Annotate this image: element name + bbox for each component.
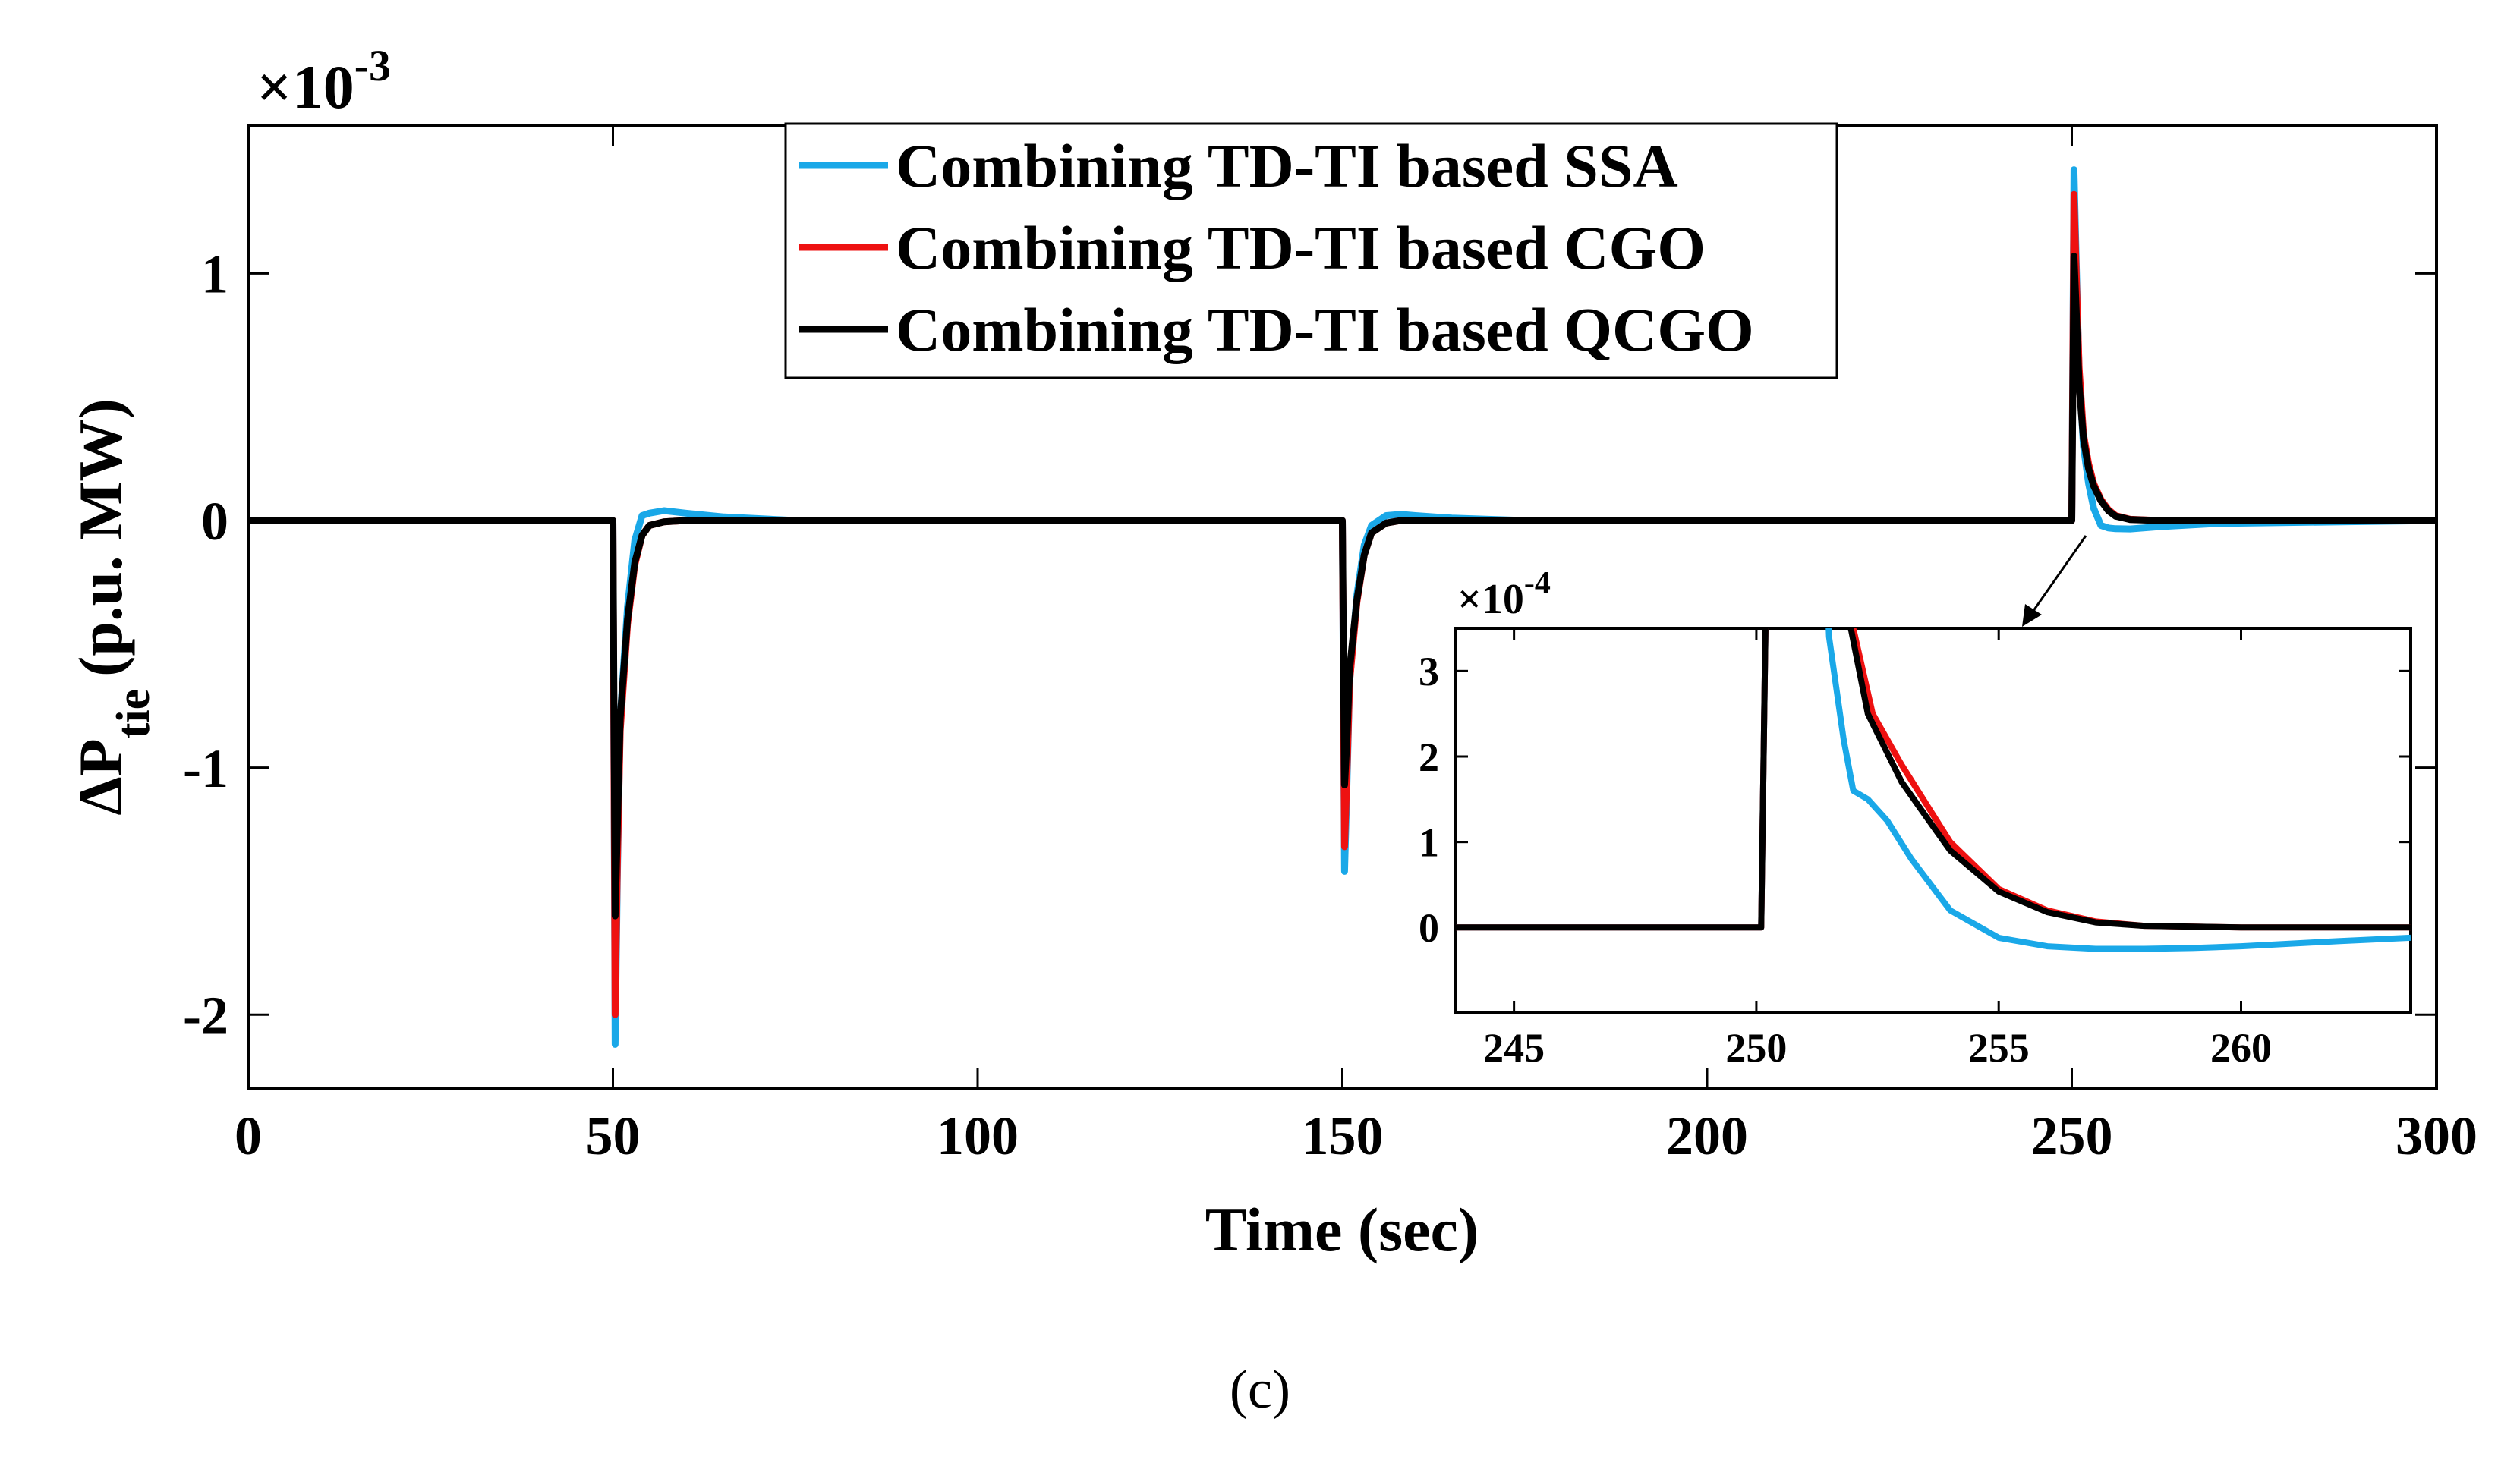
main-x-tick-label: 0 [235, 1106, 262, 1166]
inset-x-tick-label: 250 [1725, 1025, 1787, 1071]
inset-x-tick-labels: 245 250 255 260 [1483, 1025, 2272, 1071]
main-x-tick-label: 100 [937, 1106, 1019, 1166]
main-multiplier: ×10-3 [257, 41, 391, 121]
zoom-arrow [2022, 535, 2087, 627]
main-x-tick-labels: 0 50 100 150 200 250 300 [235, 1106, 2477, 1166]
inset-series [1456, 628, 2411, 952]
inset-multiplier-exponent: -4 [1524, 566, 1551, 601]
y-axis-label: ΔPtie (p.u. MW) [66, 398, 159, 816]
inset-plot: 245 250 255 260 0 1 2 3 ×10-4 [1419, 566, 2412, 1071]
legend-label-cgo: Combining TD-TI based CGO [896, 213, 1706, 282]
inset-series-qcgo-line [1456, 628, 2411, 931]
inset-y-tick-label: 1 [1419, 820, 1439, 866]
main-x-tick-label: 250 [2031, 1106, 2113, 1166]
main-x-tick-label: 150 [1302, 1106, 1384, 1166]
main-x-tick-label: 200 [1666, 1106, 1748, 1166]
y-axis-label-units: (p.u. MW) [66, 398, 135, 677]
inset-y-tick-label: 0 [1419, 905, 1439, 951]
y-axis-label-sub: tie [108, 689, 159, 738]
legend-label-ssa: Combining TD-TI based SSA [896, 131, 1678, 200]
legend-box [784, 122, 1838, 379]
inset-x-tick-label: 245 [1483, 1025, 1545, 1071]
zoom-arrow-line [2028, 535, 2087, 617]
main-x-tick-label: 300 [2396, 1106, 2477, 1166]
main-multiplier-base: ×10 [257, 52, 354, 121]
main-x-tick-label: 50 [586, 1106, 641, 1166]
inset-series-ssa-line [1456, 628, 2411, 952]
legend: Combining TD-TI based SSA Combining TD-T… [784, 122, 1838, 379]
main-y-tick-label: 1 [201, 244, 228, 305]
inset-y-tick-labels: 0 1 2 3 [1419, 649, 1439, 951]
zoom-arrow-head [2022, 604, 2042, 627]
inset-multiplier-base: ×10 [1457, 576, 1524, 623]
inset-x-tick-label: 255 [1968, 1025, 2030, 1071]
x-axis-label: Time (sec) [1205, 1195, 1479, 1264]
main-y-tick-label: -2 [183, 986, 228, 1046]
main-series [248, 166, 2437, 1048]
main-y-tick-labels: -2 -1 0 1 [183, 244, 228, 1046]
main-multiplier-exponent: -3 [354, 41, 391, 90]
figure-caption: (c) [1230, 1359, 1290, 1420]
y-axis-label-main: ΔP [66, 738, 135, 816]
main-y-tick-label: 0 [201, 491, 228, 552]
main-series-ssa-line [248, 166, 2437, 1048]
inset-y-tick-label: 2 [1419, 734, 1439, 780]
main-series-qcgo-line [248, 253, 2437, 920]
legend-label-qcgo: Combining TD-TI based QCGO [896, 295, 1754, 364]
inset-multiplier: ×10-4 [1457, 566, 1551, 623]
inset-x-tick-label: 260 [2210, 1025, 2272, 1071]
main-y-tick-label: -1 [183, 738, 228, 799]
inset-y-tick-label: 3 [1419, 649, 1439, 694]
